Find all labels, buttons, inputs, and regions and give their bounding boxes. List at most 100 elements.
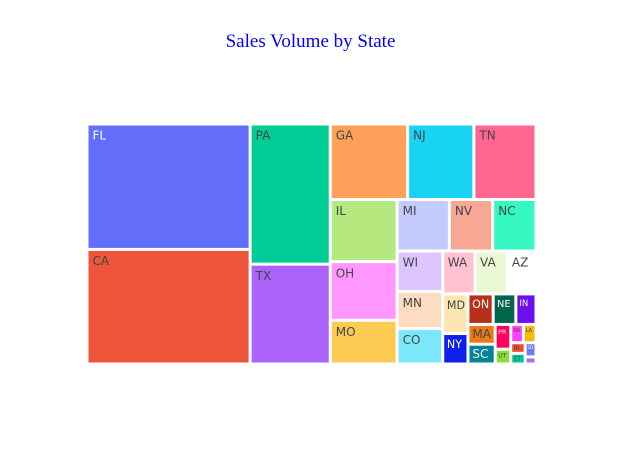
tile-rect-la [524,325,535,342]
tile-label-wa: WA [448,256,468,270]
tile-rect-mi [398,201,448,250]
tile-rect-mo [331,321,396,363]
tile-label-il: IL [336,204,347,218]
tile-label-on: ON [472,298,489,311]
tile-sd[interactable]: SD [526,344,535,356]
tile-pa[interactable]: PA [251,125,329,263]
tile-wi[interactable]: WI [398,252,442,290]
tile-rect-pa [251,125,329,263]
tile-rect-co [398,330,442,363]
tile-on[interactable]: ON [469,295,492,323]
tile-ut[interactable]: UT [496,350,510,363]
tile-rect-nj [409,125,473,199]
tile-rect-ma [469,325,494,343]
tile-tn[interactable]: TN [475,125,535,199]
tile-ma[interactable]: MA [469,325,494,343]
tile-rect-nc [494,201,535,250]
tile-label-tx: TX [255,269,272,283]
tile-rect-on [469,295,492,323]
tile-rect-ny [444,335,467,363]
tile-label-mo: MO [336,325,356,339]
tile-rect-mn [398,292,442,328]
tile-label-nc: NC [498,204,515,218]
tile-mo[interactable]: MO [331,321,396,363]
tile-rect-fl [88,125,249,248]
tile-nj[interactable]: NJ [409,125,473,199]
tile-ca[interactable]: CA [88,250,249,363]
tile-rect-ga [331,125,407,199]
tile-unlabeled-33[interactable] [526,358,535,363]
tile-ct[interactable]: CT [512,354,524,363]
tile-ns[interactable]: NS [512,325,522,342]
tile-label-ca: CA [93,254,110,268]
tile-oh[interactable]: OH [331,263,396,319]
tile-rect-unlabeled-33 [526,358,535,363]
tile-label-ns: NS [513,328,520,334]
tile-rect-in [517,295,535,323]
tile-rect-sc [469,345,494,363]
tile-rect-wi [398,252,442,290]
tile-label-co: CO [403,333,421,347]
tile-label-mn: MN [403,296,422,310]
tile-label-va: VA [480,256,496,270]
tile-ri[interactable]: RI [512,344,524,352]
tile-label-nj: NJ [413,129,426,143]
tile-nv[interactable]: NV [450,201,492,250]
tile-rect-sd [526,344,535,356]
tile-la[interactable]: LA [524,325,535,342]
tile-rect-pr [496,325,510,348]
tile-rect-va [476,252,506,293]
tile-label-in: IN [519,299,528,309]
tile-label-la: LA [526,328,533,334]
tile-in[interactable]: IN [517,295,535,323]
tile-rect-tx [251,265,329,363]
tile-co[interactable]: CO [398,330,442,363]
tile-label-ga: GA [336,129,354,143]
tile-az[interactable]: AZ [508,252,535,293]
tile-label-fl: FL [93,129,107,143]
tile-rect-ca [88,250,249,363]
chart-title: Sales Volume by State [225,31,396,52]
tile-ne[interactable]: NE [494,295,515,323]
tile-label-nv: NV [455,204,473,218]
tile-fl[interactable]: FL [88,125,249,248]
tile-rect-tn [475,125,535,199]
tile-label-az: AZ [512,256,528,270]
tile-label-ma: MA [472,327,491,341]
tile-label-sd: SD [528,345,534,350]
tile-label-ne: NE [497,299,511,310]
tile-label-pr: PR [498,329,507,336]
tile-label-oh: OH [336,266,354,280]
tile-rect-il [331,201,396,261]
tile-label-sc: SC [472,347,488,361]
tile-label-ut: UT [498,352,507,359]
tile-tx[interactable]: TX [251,265,329,363]
tile-mi[interactable]: MI [398,201,448,250]
tile-label-ct: CT [514,357,522,363]
tile-rect-ct [512,354,524,363]
tile-rect-ns [512,325,522,342]
tile-rect-ut [496,350,510,363]
tile-wa[interactable]: WA [444,252,474,293]
tile-pr[interactable]: PR [496,325,510,348]
tile-ny[interactable]: NY [444,335,467,363]
tile-ga[interactable]: GA [331,125,407,199]
tile-rect-nv [450,201,492,250]
tile-md[interactable]: MD [444,295,467,333]
tile-sc[interactable]: SC [469,345,494,363]
tile-label-md: MD [447,299,465,312]
tile-rect-md [444,295,467,333]
tile-va[interactable]: VA [476,252,506,293]
tile-il[interactable]: IL [331,201,396,261]
tile-label-tn: TN [478,129,495,143]
tile-nc[interactable]: NC [494,201,535,250]
tile-label-pa: PA [256,129,271,143]
tile-label-ny: NY [447,338,462,351]
tile-rect-ne [494,295,515,323]
tile-label-mi: MI [403,204,417,218]
tile-rect-ri [512,344,524,352]
tile-mn[interactable]: MN [398,292,442,328]
tile-rect-az [508,252,535,293]
tile-label-ri: RI [514,346,520,352]
